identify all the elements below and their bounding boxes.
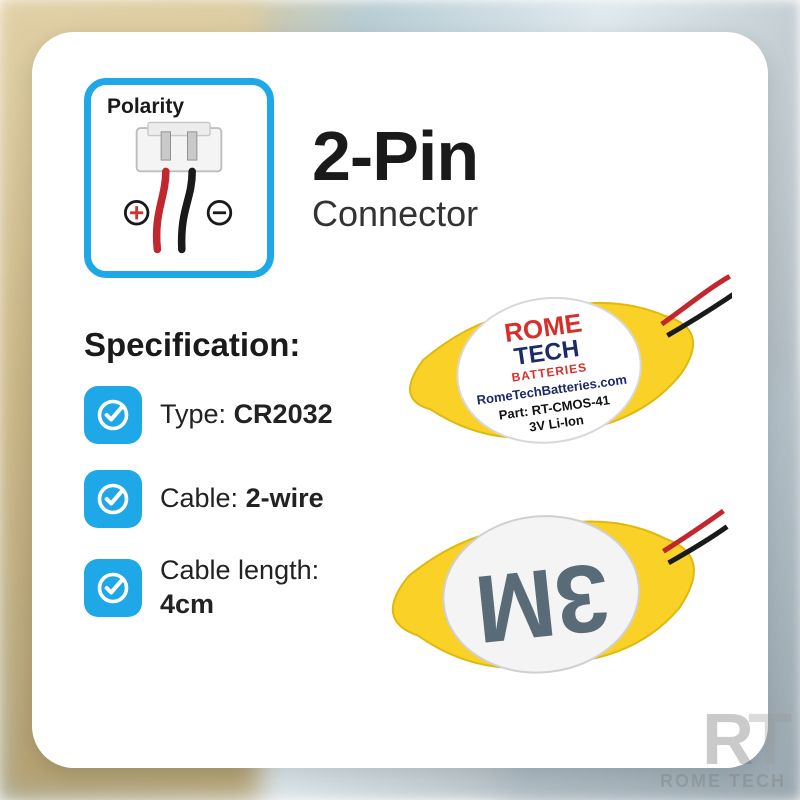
spec-text: Type: CR2032 (160, 398, 333, 432)
watermark-text: ROME TECH (660, 771, 786, 792)
brand-watermark: RT ROME TECH (660, 715, 786, 792)
watermark-logo: RT (660, 715, 786, 765)
product-images: ROME TECH BATTERIES RomeTechBatteries.co… (352, 282, 732, 702)
svg-text:3M: 3M (470, 543, 614, 663)
polarity-diagram: Polarity (84, 78, 274, 278)
battery-back: 3M (360, 482, 730, 722)
connector-icon (99, 121, 259, 265)
check-icon (84, 386, 142, 444)
spec-text: Cable: 2-wire (160, 482, 324, 516)
battery-front: ROME TECH BATTERIES RomeTechBatteries.co… (372, 262, 732, 492)
headline-big: 2-Pin (312, 121, 478, 191)
info-card: Polarity 2-Pin Connector (32, 32, 768, 768)
headline: 2-Pin Connector (312, 121, 478, 235)
headline-sub: Connector (312, 193, 478, 235)
check-icon (84, 559, 142, 617)
spec-text: Cable length: 4cm (160, 554, 319, 622)
polarity-label: Polarity (107, 95, 184, 119)
top-row: Polarity 2-Pin Connector (84, 78, 716, 278)
check-icon (84, 470, 142, 528)
